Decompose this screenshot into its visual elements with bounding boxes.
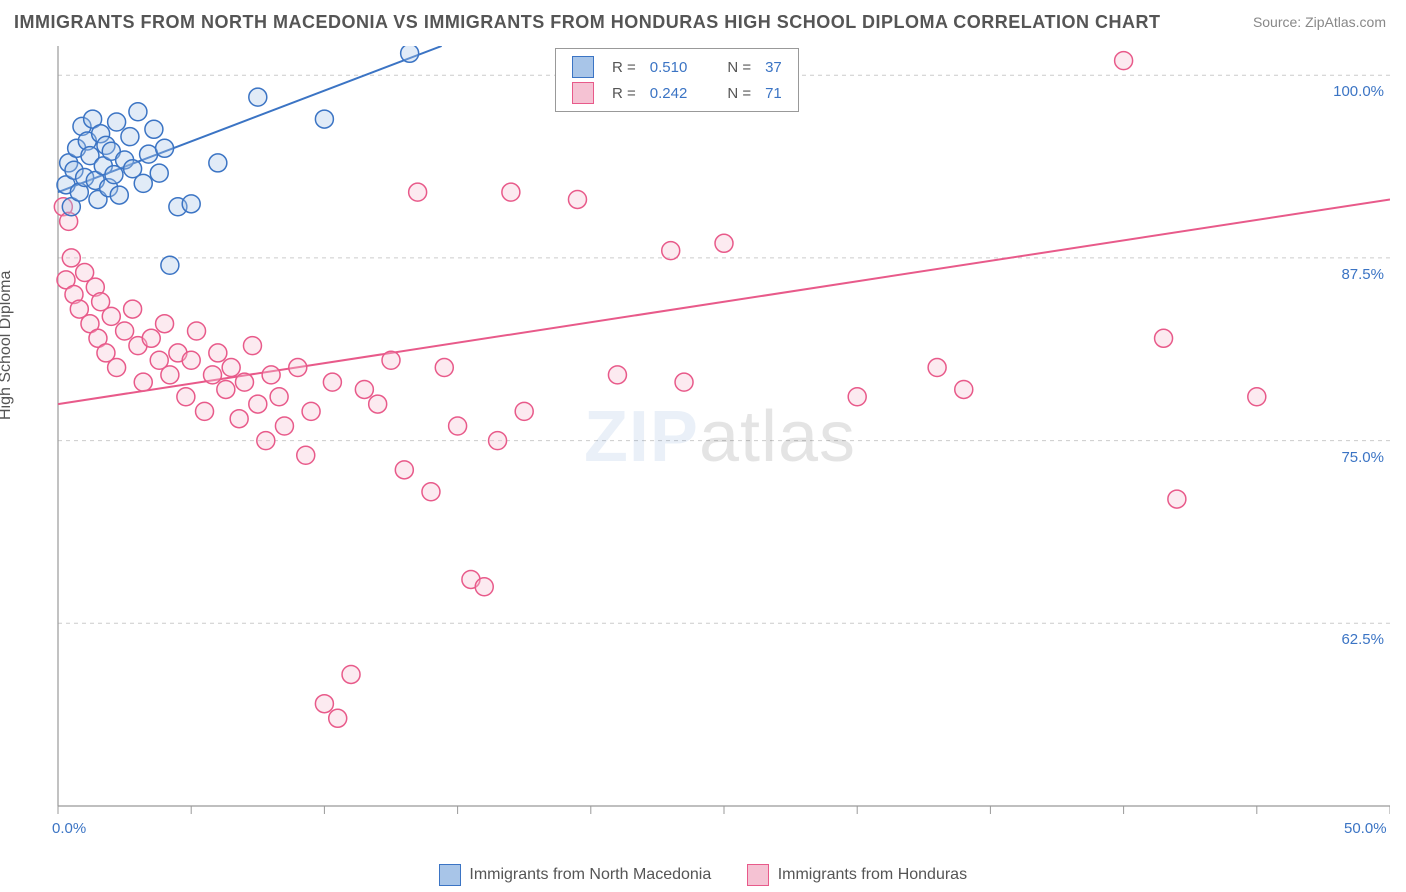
- legend-label: Immigrants from Honduras: [778, 866, 967, 883]
- legend-n-value: 37: [759, 55, 788, 79]
- x-tick-label: 0.0%: [52, 820, 86, 837]
- y-axis-label: High School Diploma: [0, 271, 15, 420]
- legend-swatch: [572, 82, 594, 104]
- legend-swatch: [572, 56, 594, 78]
- legend-label: Immigrants from North Macedonia: [469, 866, 711, 883]
- y-tick-label: 75.0%: [1324, 449, 1384, 466]
- legend-n-label: N =: [721, 81, 757, 105]
- legend-swatch: [747, 864, 769, 886]
- series-legend: Immigrants from North Macedonia Immigran…: [0, 864, 1406, 886]
- legend-r-label: R =: [606, 81, 642, 105]
- correlation-legend: R =0.510 N =37 R =0.242 N =71: [555, 48, 799, 112]
- legend-item: Immigrants from North Macedonia: [439, 866, 711, 883]
- legend-swatch: [439, 864, 461, 886]
- legend-r-value: 0.510: [644, 55, 694, 79]
- y-tick-label: 87.5%: [1324, 266, 1384, 283]
- legend-item: Immigrants from Honduras: [747, 866, 967, 883]
- y-tick-label: 100.0%: [1324, 83, 1384, 100]
- scatter-chart: [50, 46, 1390, 836]
- legend-r-label: R =: [606, 55, 642, 79]
- chart-title: IMMIGRANTS FROM NORTH MACEDONIA VS IMMIG…: [14, 12, 1160, 33]
- source-attribution: Source: ZipAtlas.com: [1253, 14, 1386, 30]
- legend-n-value: 71: [759, 81, 788, 105]
- plot-area: ZIPatlas: [50, 46, 1390, 836]
- y-tick-label: 62.5%: [1324, 631, 1384, 648]
- x-tick-label: 50.0%: [1344, 820, 1387, 837]
- legend-n-label: N =: [721, 55, 757, 79]
- legend-r-value: 0.242: [644, 81, 694, 105]
